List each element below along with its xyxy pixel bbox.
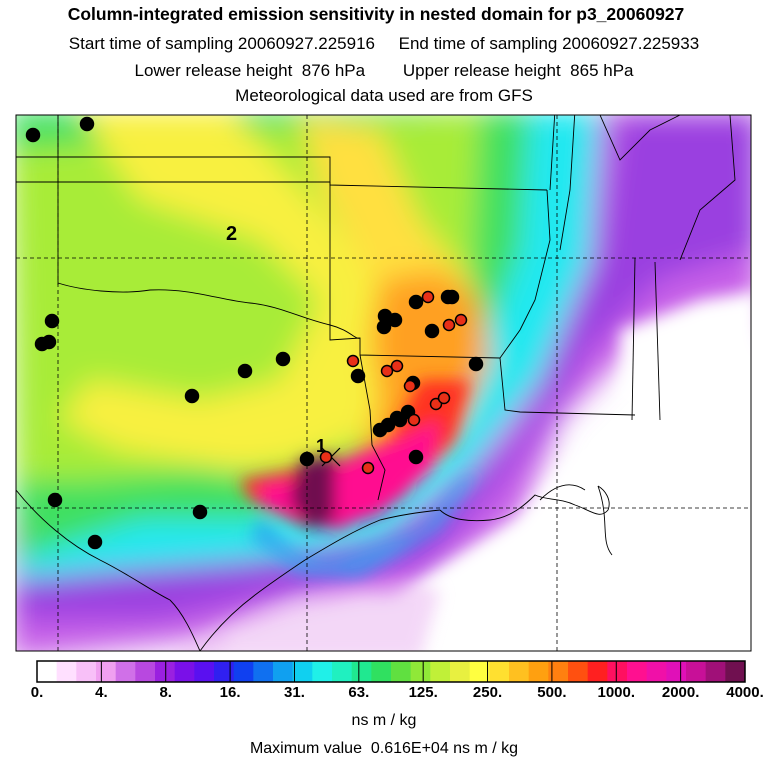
colorbar-segment: [273, 661, 294, 682]
black-station-marker: [25, 127, 41, 143]
colorbar-segment: [37, 661, 58, 682]
release-height-line: Lower release height 876 hPa Upper relea…: [134, 61, 634, 80]
colorbar-segment: [332, 661, 353, 682]
plot-title: Column-integrated emission sensitivity i…: [67, 4, 685, 24]
red-station-marker: [319, 450, 333, 464]
red-station-marker: [407, 413, 421, 427]
colorbar-segment: [587, 661, 608, 682]
red-station-marker: [437, 391, 451, 405]
colorbar-segment: [76, 661, 97, 682]
black-station-marker: [184, 388, 200, 404]
black-station-marker: [192, 504, 208, 520]
black-station-marker: [87, 534, 103, 550]
colorbar-segment: [233, 661, 254, 682]
red-station-marker: [442, 318, 456, 332]
colorbar-segment: [627, 661, 648, 682]
black-station-marker: [444, 289, 460, 305]
colorbar-tick-label: 125.: [408, 684, 438, 701]
black-station-marker: [372, 422, 388, 438]
black-station-marker: [376, 319, 392, 335]
colorbar-segment: [666, 661, 687, 682]
colorbar-tick-label: 16.: [219, 684, 241, 701]
colorbar-segment: [548, 661, 569, 682]
colorbar-segment: [194, 661, 215, 682]
colorbar-tick-label: 4.: [95, 684, 108, 701]
colorbar-tick-label: 0.: [30, 684, 44, 701]
colorbar-segment: [725, 661, 746, 682]
black-station-marker: [44, 313, 60, 329]
black-station-marker: [79, 116, 95, 132]
colorbar-segment: [686, 661, 707, 682]
colorbar: [37, 661, 746, 682]
max-value-label: Maximum value 0.616E+04 ns m / kg: [249, 740, 519, 757]
colorbar-segment: [115, 661, 136, 682]
black-station-marker: [424, 323, 440, 339]
colorbar-segment: [528, 661, 549, 682]
colorbar-tick-label: 250.: [472, 684, 503, 701]
colorbar-tick-label: 8.: [159, 684, 172, 701]
black-station-marker: [237, 363, 253, 379]
met-data-line: Meteorological data used are from GFS: [235, 86, 533, 105]
colorbar-segment: [509, 661, 530, 682]
black-station-marker: [468, 356, 484, 372]
black-station-marker: [275, 351, 291, 367]
colorbar-tick-label: 31.: [284, 684, 305, 701]
colorbar-segment: [253, 661, 274, 682]
black-station-marker: [408, 449, 424, 465]
black-station-marker: [387, 312, 403, 328]
red-station-marker: [346, 354, 360, 368]
red-station-marker: [390, 359, 404, 373]
colorbar-segment: [391, 661, 412, 682]
colorbar-frame: [36, 660, 746, 683]
colorbar-tick-label: 1000.: [597, 684, 636, 701]
colorbar-segment: [292, 661, 313, 682]
red-station-marker: [403, 379, 417, 393]
colorbar-segment: [56, 661, 77, 682]
black-station-marker: [350, 368, 366, 384]
colorbar-tick-label: 2000.: [661, 684, 700, 701]
map-label-1: 1: [316, 436, 326, 456]
colorbar-segment: [135, 661, 156, 682]
colorbar-segment: [489, 661, 510, 682]
colorbar-segment: [96, 661, 117, 682]
colorbar-segment: [351, 661, 372, 682]
sensitivity-field: [16, 115, 751, 651]
map-label-2: 2: [226, 223, 237, 245]
colorbar-segment: [646, 661, 667, 682]
black-station-marker: [47, 492, 63, 508]
black-station-marker: [299, 451, 315, 467]
colorbar-tick-label: 63.: [348, 684, 370, 701]
colorbar-segment: [705, 661, 726, 682]
black-station-marker: [389, 410, 405, 426]
red-station-marker: [380, 364, 394, 378]
colorbar-segment: [430, 661, 451, 682]
colorbar-segment: [214, 661, 235, 682]
red-station-marker: [454, 313, 468, 327]
sampling-time-line: Start time of sampling 20060927.225916 E…: [68, 34, 700, 53]
red-station-marker: [361, 461, 375, 475]
colorbar-tick-label: 500.: [537, 684, 567, 701]
colorbar-segment: [607, 661, 628, 682]
colorbar-segment: [568, 661, 589, 682]
colorbar-units: ns m / kg: [351, 712, 417, 729]
colorbar-segment: [155, 661, 176, 682]
colorbar-segment: [450, 661, 471, 682]
colorbar-segment: [174, 661, 195, 682]
colorbar-segment: [469, 661, 490, 682]
colorbar-segment: [312, 661, 333, 682]
colorbar-segment: [410, 661, 431, 682]
black-station-marker: [41, 334, 57, 350]
political-boundaries: [16, 115, 736, 651]
latlon-grid: [16, 115, 751, 651]
black-station-marker: [408, 294, 424, 310]
station-markers: [25, 116, 484, 550]
colorbar-tick-label: 4000.: [726, 684, 764, 701]
colorbar-segment: [371, 661, 392, 682]
red-station-marker: [421, 290, 435, 304]
